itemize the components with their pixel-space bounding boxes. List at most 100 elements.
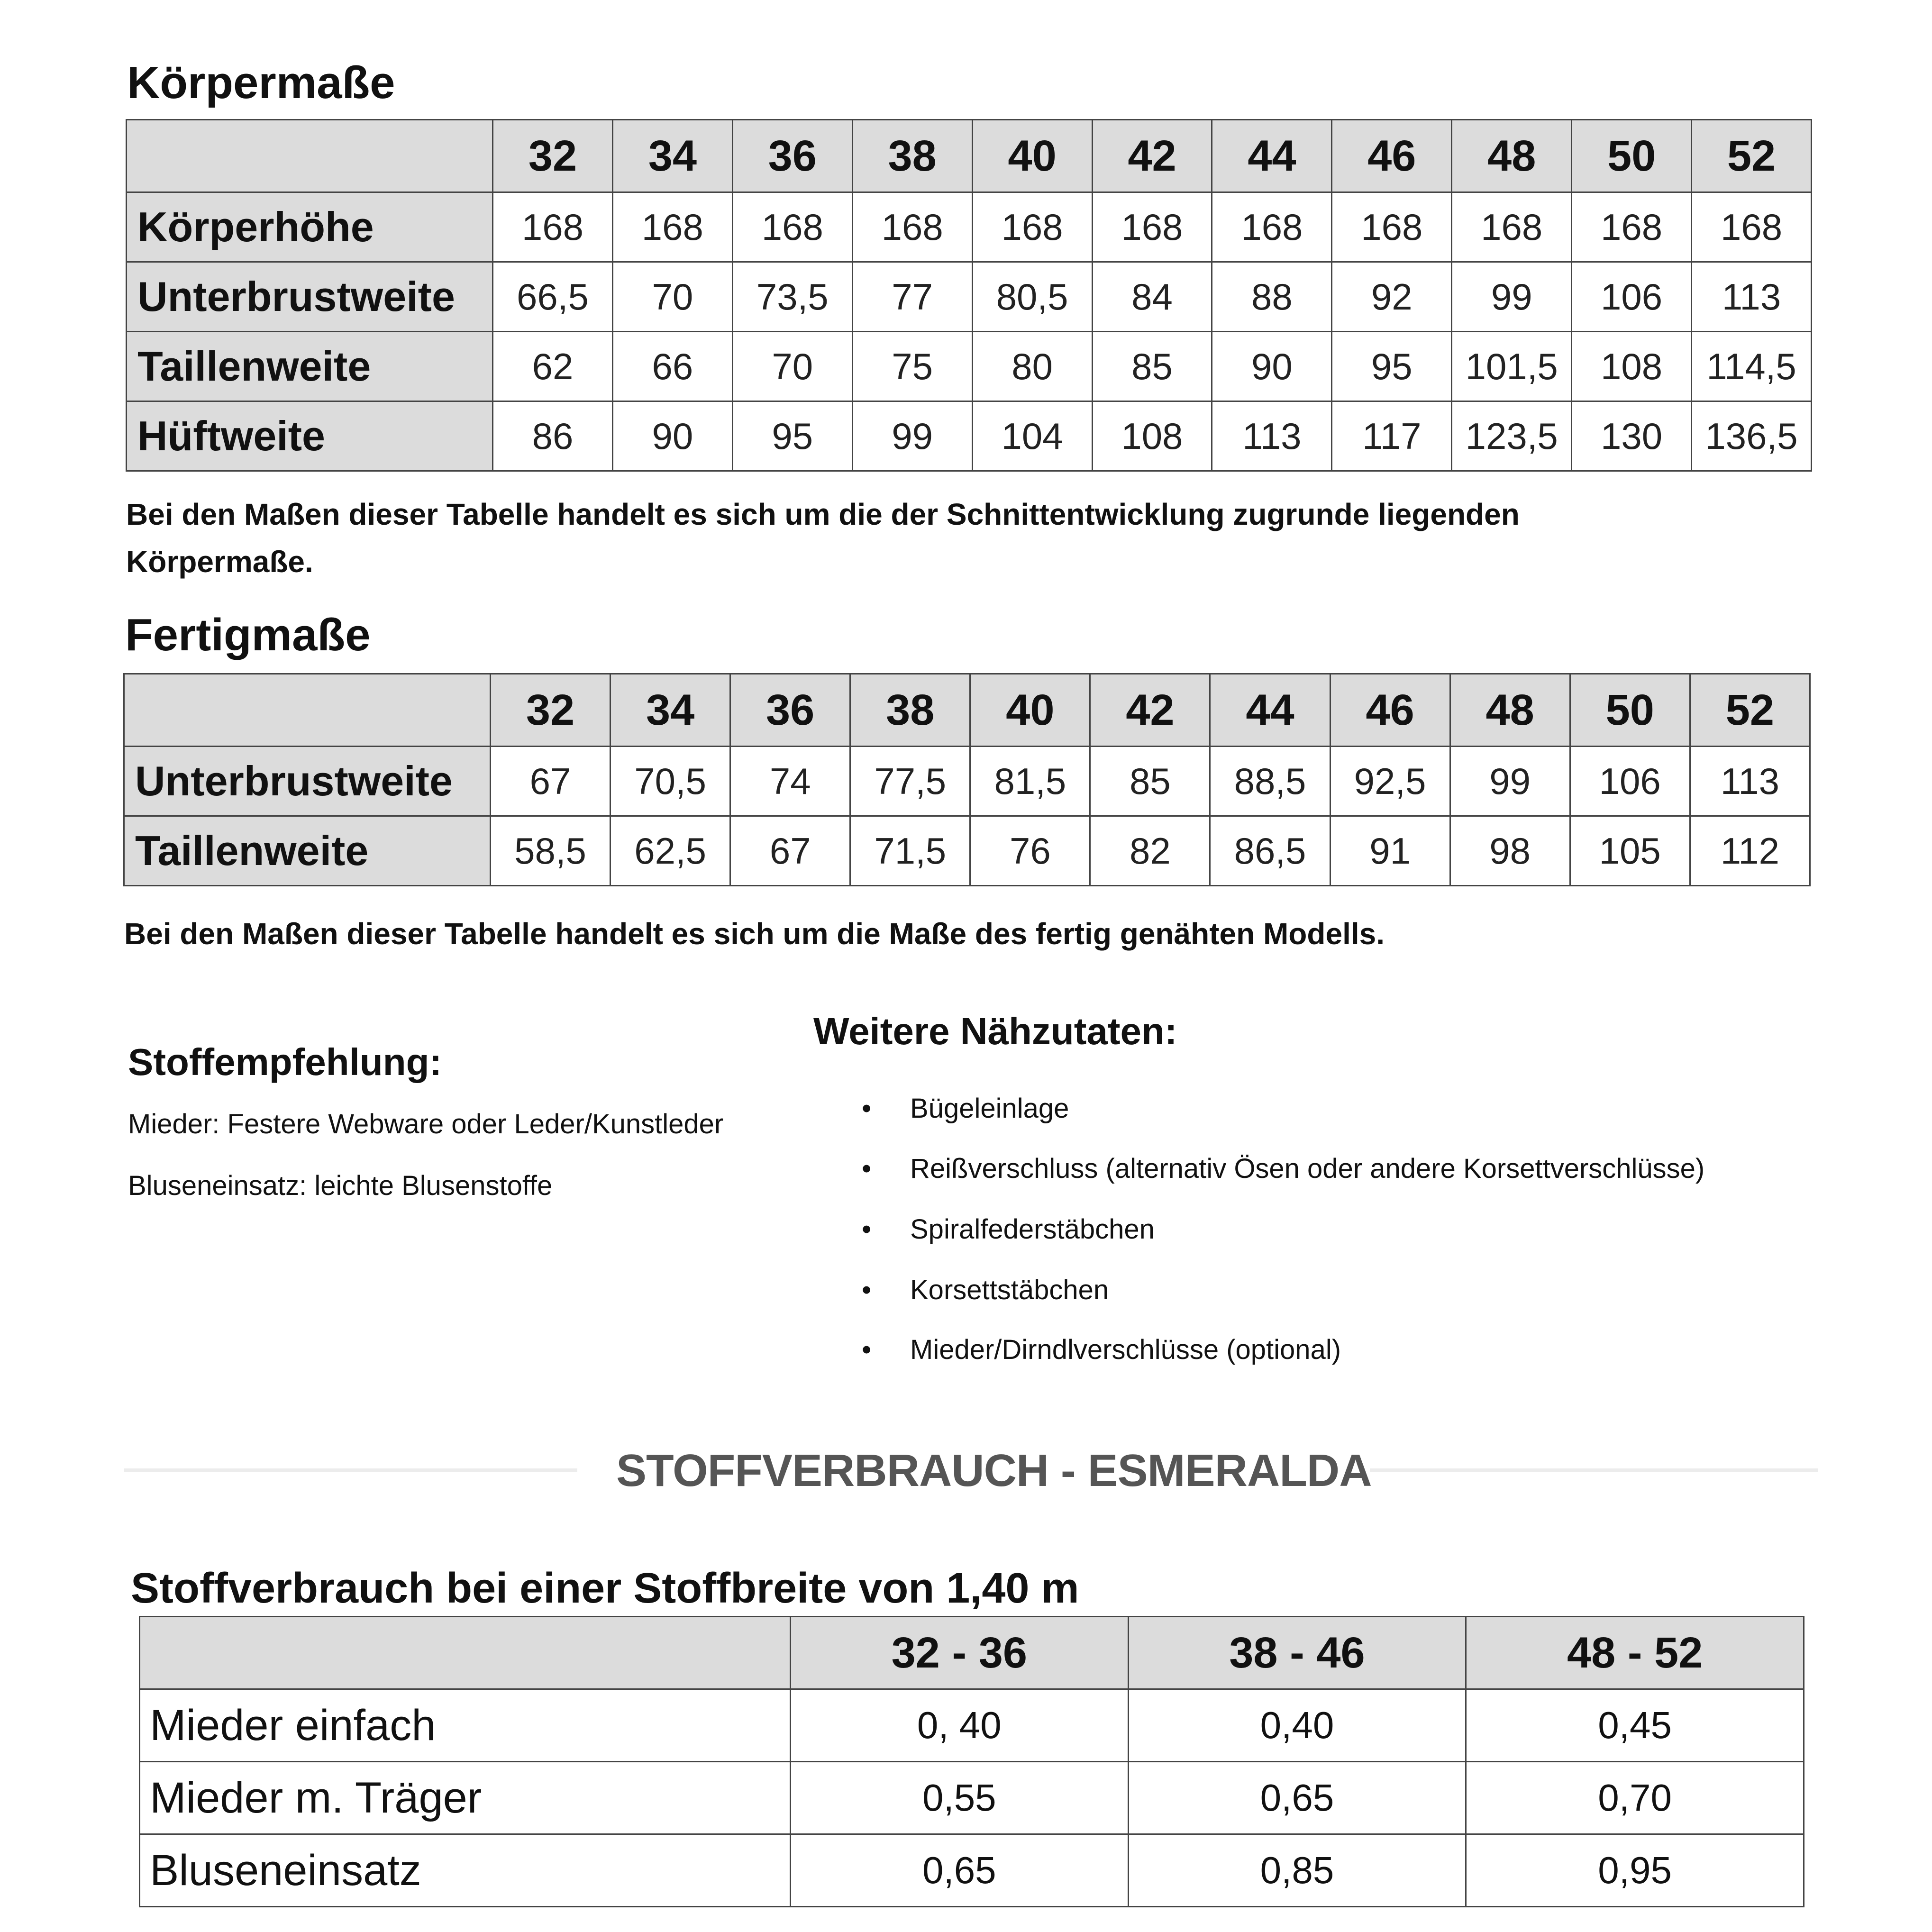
size-range-header: 32 - 36 bbox=[790, 1616, 1129, 1690]
value-cell: 168 bbox=[971, 191, 1093, 263]
value-cell: 168 bbox=[1331, 191, 1453, 263]
size-header: 40 bbox=[969, 673, 1091, 747]
value-cell: 105 bbox=[1569, 815, 1691, 886]
size-header: 48 bbox=[1451, 119, 1573, 193]
size-header: 38 bbox=[849, 673, 971, 747]
fabric-recommendation-line: Bluseneinsatz: leichte Blusenstoffe bbox=[128, 1170, 553, 1201]
value-cell: 168 bbox=[492, 191, 613, 263]
value-cell: 168 bbox=[731, 191, 853, 263]
value-cell: 62,5 bbox=[610, 815, 731, 886]
value-cell: 108 bbox=[1091, 401, 1213, 472]
bullet-icon: • bbox=[862, 1334, 872, 1365]
value-cell: 136,5 bbox=[1691, 401, 1812, 472]
value-cell: 168 bbox=[611, 191, 733, 263]
value-cell: 95 bbox=[1331, 331, 1453, 402]
value-cell: 80 bbox=[971, 331, 1093, 402]
size-header: 38 bbox=[851, 119, 973, 193]
value-cell: 92,5 bbox=[1329, 746, 1451, 817]
value-cell: 88,5 bbox=[1209, 746, 1331, 817]
fabric-usage-table: 32 - 36 38 - 46 48 - 52 Mieder einfach 0, 40… bbox=[139, 1616, 1804, 1907]
value-cell: 0,45 bbox=[1465, 1688, 1804, 1762]
section-divider-title: STOFFVERBRAUCH - ESMERALDA bbox=[616, 1445, 1372, 1496]
corner-cell bbox=[139, 1616, 791, 1690]
value-cell: 86,5 bbox=[1209, 815, 1331, 886]
value-cell: 0, 40 bbox=[790, 1688, 1129, 1762]
value-cell: 168 bbox=[1211, 191, 1333, 263]
size-header: 42 bbox=[1091, 119, 1213, 193]
row-label: Mieder m. Träger bbox=[139, 1761, 791, 1835]
value-cell: 76 bbox=[969, 815, 1091, 886]
value-cell: 88 bbox=[1211, 261, 1333, 332]
bullet-icon: • bbox=[862, 1093, 872, 1124]
value-cell: 66,5 bbox=[492, 261, 613, 332]
value-cell: 71,5 bbox=[849, 815, 971, 886]
value-cell: 98 bbox=[1449, 815, 1571, 886]
size-header: 32 bbox=[492, 119, 613, 193]
size-range-header: 48 - 52 bbox=[1465, 1616, 1804, 1690]
size-header: 34 bbox=[610, 673, 731, 747]
corner-cell bbox=[123, 673, 491, 747]
fabric-usage-title: Stoffverbrauch bei einer Stoffbreite von… bbox=[131, 1565, 1079, 1612]
value-cell: 0,65 bbox=[1127, 1761, 1467, 1835]
table-row: Hüftweite 86 90 95 99 104 108 113 117 123,5 130 136… bbox=[126, 401, 1812, 472]
size-header: 36 bbox=[731, 119, 853, 193]
value-cell: 74 bbox=[729, 746, 851, 817]
value-cell: 80,5 bbox=[971, 261, 1093, 332]
row-label: Unterbrustweite bbox=[126, 261, 493, 332]
size-header: 40 bbox=[971, 119, 1093, 193]
value-cell: 90 bbox=[1211, 331, 1333, 402]
value-cell: 168 bbox=[1091, 191, 1213, 263]
size-header: 44 bbox=[1209, 673, 1331, 747]
divider-line-left bbox=[124, 1468, 577, 1472]
value-cell: 106 bbox=[1571, 261, 1693, 332]
value-cell: 86 bbox=[492, 401, 613, 472]
row-label: Taillenweite bbox=[123, 815, 491, 886]
value-cell: 0,95 bbox=[1465, 1833, 1804, 1907]
value-cell: 106 bbox=[1569, 746, 1691, 817]
body-measurements-title: Körpermaße bbox=[127, 57, 395, 108]
value-cell: 168 bbox=[851, 191, 973, 263]
corner-cell bbox=[126, 119, 493, 193]
table-row: Taillenweite 58,5 62,5 67 71,5 76 82 86,5 91 98 10… bbox=[123, 815, 1811, 886]
size-header: 52 bbox=[1689, 673, 1811, 747]
notion-item: Spiralfederstäbchen bbox=[910, 1214, 1155, 1245]
value-cell: 0,40 bbox=[1127, 1688, 1467, 1762]
value-cell: 92 bbox=[1331, 261, 1453, 332]
table-row: Unterbrustweite 66,5 70 73,5 77 80,5 84 88 92 99 1… bbox=[126, 261, 1812, 332]
value-cell: 62 bbox=[492, 331, 613, 402]
value-cell: 58,5 bbox=[489, 815, 611, 886]
value-cell: 168 bbox=[1451, 191, 1573, 263]
value-cell: 66 bbox=[611, 331, 733, 402]
value-cell: 85 bbox=[1091, 331, 1213, 402]
note-line: Bei den Maßen dieser Tabelle handelt es … bbox=[126, 497, 1520, 531]
value-cell: 99 bbox=[1451, 261, 1573, 332]
value-cell: 113 bbox=[1689, 746, 1811, 817]
value-cell: 67 bbox=[489, 746, 611, 817]
value-cell: 0,85 bbox=[1127, 1833, 1467, 1907]
value-cell: 73,5 bbox=[731, 261, 853, 332]
bullet-icon: • bbox=[862, 1275, 872, 1305]
size-range-header: 38 - 46 bbox=[1127, 1616, 1467, 1690]
value-cell: 104 bbox=[971, 401, 1093, 472]
value-cell: 70 bbox=[731, 331, 853, 402]
size-header: 36 bbox=[729, 673, 851, 747]
value-cell: 99 bbox=[1449, 746, 1571, 817]
value-cell: 77,5 bbox=[849, 746, 971, 817]
fabric-recommendation-line: Mieder: Festere Webware oder Leder/Kunst… bbox=[128, 1109, 724, 1139]
notion-item: Bügeleinlage bbox=[910, 1093, 1069, 1124]
finished-measurements-table: 32 34 36 38 40 42 44 46 48 50 52 Unterbrustweite 67 7… bbox=[123, 673, 1811, 886]
notion-item: Mieder/Dirndlverschlüsse (optional) bbox=[910, 1334, 1341, 1365]
value-cell: 70,5 bbox=[610, 746, 731, 817]
value-cell: 117 bbox=[1331, 401, 1453, 472]
value-cell: 99 bbox=[851, 401, 973, 472]
value-cell: 77 bbox=[851, 261, 973, 332]
value-cell: 168 bbox=[1691, 191, 1812, 263]
row-label: Hüftweite bbox=[126, 401, 493, 472]
value-cell: 0,55 bbox=[790, 1761, 1129, 1835]
table-row: Unterbrustweite 67 70,5 74 77,5 81,5 85 88,5 92,… bbox=[123, 746, 1811, 817]
value-cell: 168 bbox=[1571, 191, 1693, 263]
header-row: 32 34 36 38 40 42 44 46 48 50 52 bbox=[126, 119, 1812, 193]
value-cell: 81,5 bbox=[969, 746, 1091, 817]
value-cell: 108 bbox=[1571, 331, 1693, 402]
size-header: 52 bbox=[1691, 119, 1812, 193]
